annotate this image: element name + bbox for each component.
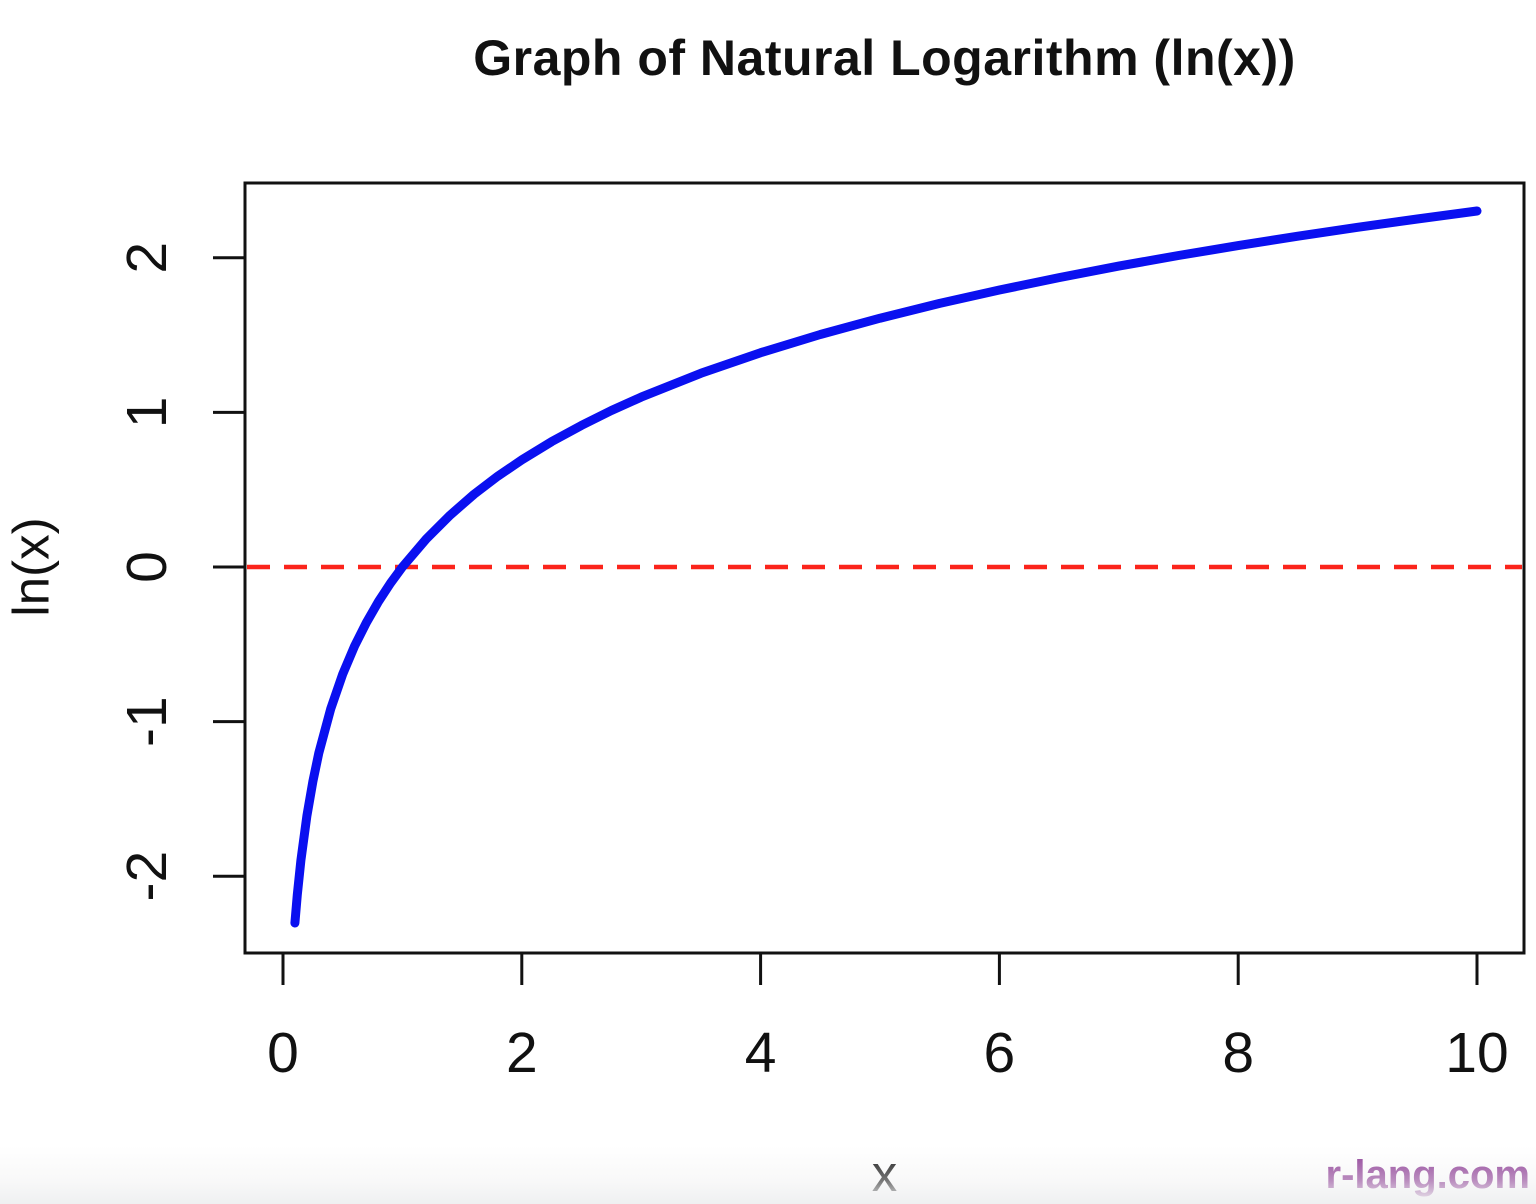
x-tick-label: 0 <box>267 1021 299 1085</box>
y-axis-label: ln(x) <box>2 517 60 617</box>
y-tick-label: -2 <box>115 851 179 902</box>
ln-curve <box>290 206 1482 928</box>
x-tick-label: 4 <box>745 1021 777 1085</box>
x-tick-label: 8 <box>1222 1021 1254 1085</box>
watermark-link[interactable]: r-lang.com <box>1325 1153 1530 1197</box>
x-tick-label: 10 <box>1445 1021 1508 1085</box>
x-tick-label: 6 <box>984 1021 1016 1085</box>
x-tick-label: 2 <box>506 1021 538 1085</box>
chart-title: Graph of Natural Logarithm (ln(x)) <box>473 30 1296 86</box>
y-tick-label: 0 <box>115 551 179 583</box>
y-tick-label: 1 <box>115 397 179 429</box>
y-tick-label: 2 <box>115 242 179 274</box>
y-tick-label: -1 <box>115 696 179 747</box>
